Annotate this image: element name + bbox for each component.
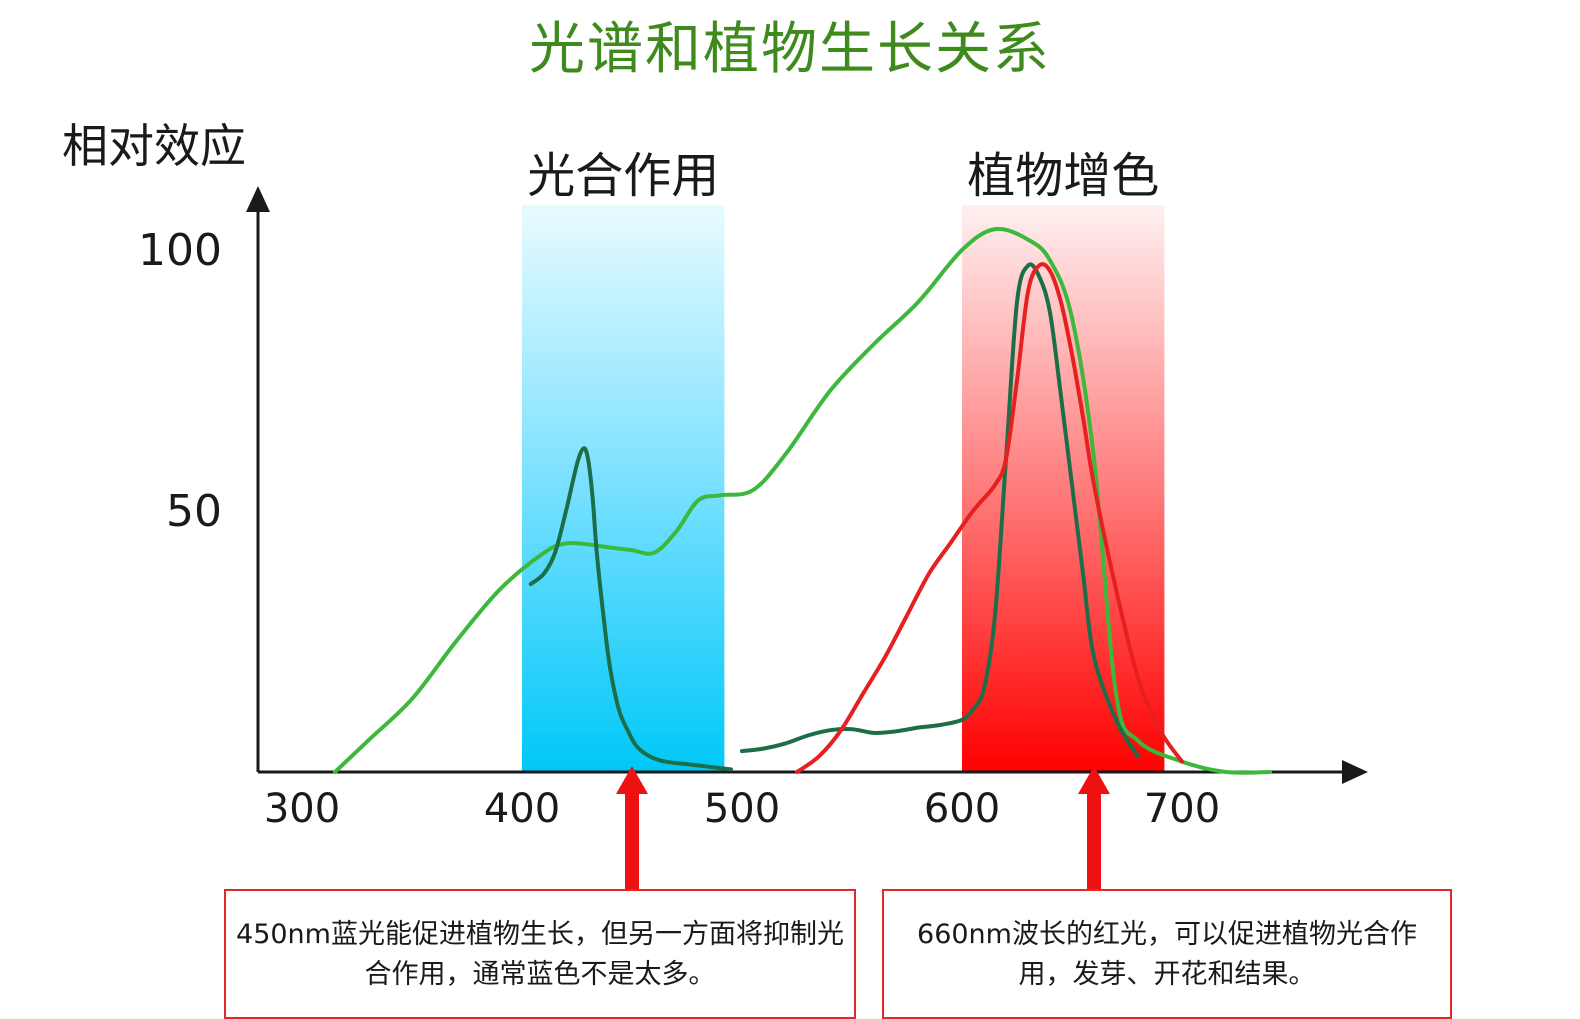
x-axis-arrow <box>1342 760 1368 784</box>
tick-labels: 300 400 500 600 700 50 100 <box>138 225 1220 832</box>
x-tick-label: 400 <box>484 786 560 832</box>
y-tick-label: 50 <box>166 486 222 537</box>
y-axis-label: 相对效应 <box>62 119 246 173</box>
x-tick-label: 500 <box>704 786 780 832</box>
band-group: 光合作用 植物增色 <box>522 148 1165 772</box>
band-coloring <box>962 205 1165 772</box>
band-label-coloring: 植物增色 <box>967 148 1159 204</box>
series-darkgreen-blue-peak <box>528 446 733 772</box>
annotation-box-red: 660nm波长的红光，可以促进植物光合作用，发芽、开花和结果。 <box>882 889 1452 1019</box>
arrow-shaft-450 <box>625 792 639 890</box>
arrow-shaft-660 <box>1087 792 1101 890</box>
annotation-text-red: 660nm波长的红光，可以促进植物光合作用，发芽、开花和结果。 <box>917 919 1417 990</box>
annotation-arrows <box>616 766 1110 890</box>
annotation-text-blue: 450nm蓝光能促进植物生长，但另一方面将抑制光合作用，通常蓝色不是太多。 <box>236 919 844 990</box>
series-darkgreen-red-peak <box>740 262 1140 759</box>
x-tick-label: 700 <box>1144 786 1220 832</box>
band-photosynthesis <box>522 205 725 772</box>
x-tick-label: 300 <box>264 786 340 832</box>
series-green-curve <box>333 226 1272 775</box>
arrow-head-450 <box>616 766 648 794</box>
series-red-curve <box>795 262 1184 774</box>
axes <box>246 186 1368 784</box>
y-tick-label: 100 <box>138 225 222 276</box>
series-group <box>333 226 1272 775</box>
y-axis-arrow <box>246 186 270 212</box>
arrow-head-660 <box>1078 766 1110 794</box>
x-tick-label: 600 <box>924 786 1000 832</box>
band-label-photosynthesis: 光合作用 <box>527 148 719 204</box>
chart-title: 光谱和植物生长关系 <box>529 17 1051 82</box>
